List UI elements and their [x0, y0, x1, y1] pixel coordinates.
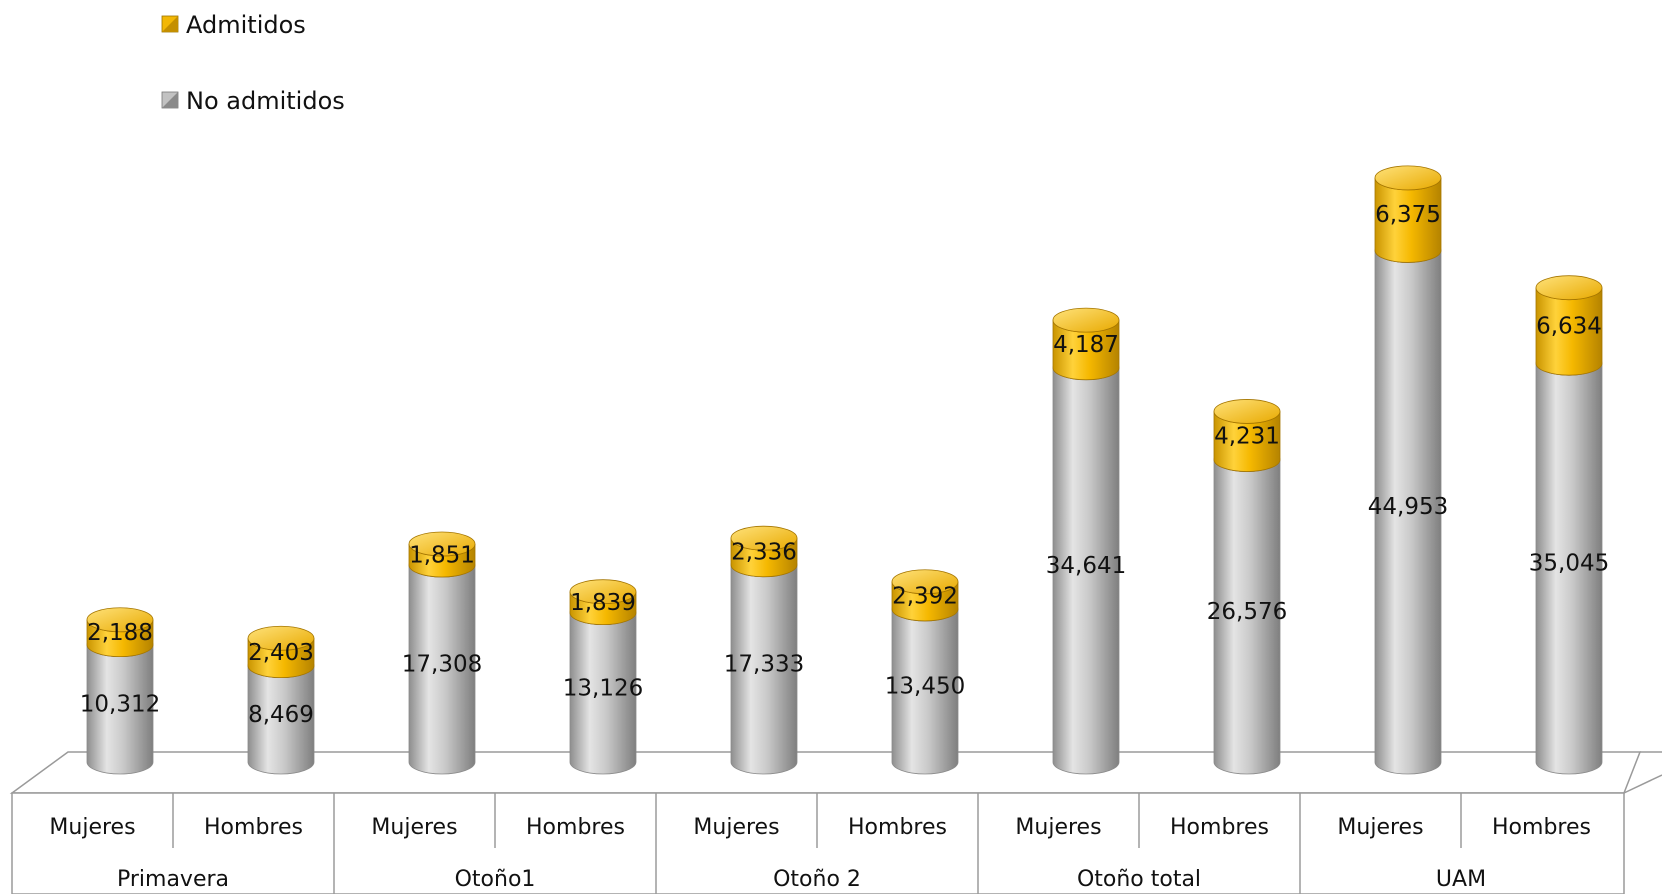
label-no-admitidos-8: 44,953 — [1368, 494, 1448, 520]
bar-admitidos-3-top — [569, 579, 637, 605]
tick-label-5: Hombres — [848, 815, 947, 840]
tick-label-3: Hombres — [526, 815, 625, 840]
bar-admitidos-6 — [1052, 307, 1120, 381]
bar-admitidos-0 — [86, 607, 154, 658]
label-no-admitidos-4: 17,333 — [724, 651, 804, 677]
legend-item-admitidos: Admitidos — [161, 11, 306, 39]
label-admitidos-1: 2,403 — [248, 640, 314, 666]
label-admitidos-7: 4,231 — [1214, 423, 1280, 449]
legend-item-no-admitidos: No admitidos — [161, 87, 345, 115]
label-admitidos-4: 2,336 — [731, 539, 797, 565]
label-admitidos-6: 4,187 — [1053, 332, 1119, 358]
label-admitidos-0: 2,188 — [87, 620, 153, 646]
label-no-admitidos-5: 13,450 — [885, 673, 965, 699]
label-no-admitidos-3: 13,126 — [563, 675, 643, 701]
group-label-4: UAM — [1436, 867, 1486, 892]
tick-label-0: Mujeres — [49, 815, 135, 840]
label-admitidos-5: 2,392 — [892, 583, 958, 609]
legend-swatch-admitidos — [161, 15, 179, 33]
label-no-admitidos-7: 26,576 — [1207, 599, 1287, 625]
label-admitidos-2: 1,851 — [409, 543, 475, 569]
bar-admitidos-4-top — [730, 525, 798, 551]
bar-admitidos-3 — [569, 579, 637, 626]
bar-admitidos-2 — [408, 531, 476, 578]
label-admitidos-9: 6,634 — [1536, 313, 1602, 339]
bar-admitidos-8-top — [1374, 165, 1442, 191]
bar-admitidos-4 — [730, 525, 798, 578]
label-admitidos-8: 6,375 — [1375, 202, 1441, 228]
bar-admitidos-1-top — [247, 625, 315, 651]
bar-admitidos-9-top — [1535, 275, 1603, 301]
tick-label-1: Hombres — [204, 815, 303, 840]
tick-label-4: Mujeres — [693, 815, 779, 840]
category-axis: Mujeres Hombres Mujeres Hombres Mujeres Hombr… — [49, 793, 1591, 894]
group-label-1: Otoño1 — [455, 867, 536, 892]
table-frame — [11, 792, 1625, 894]
bar-admitidos-9 — [1535, 275, 1603, 376]
bar-admitidos-0-top — [86, 607, 154, 633]
label-no-admitidos-0: 10,312 — [80, 691, 160, 717]
bar-admitidos-5-top — [891, 569, 959, 595]
bar-admitidos-5 — [891, 569, 959, 622]
tick-label-2: Mujeres — [371, 815, 457, 840]
label-no-admitidos-2: 17,308 — [402, 652, 482, 678]
tick-label-6: Mujeres — [1015, 815, 1101, 840]
label-admitidos-3: 1,839 — [570, 590, 636, 616]
floor-right-edge-2 — [1623, 774, 1662, 794]
tick-label-7: Hombres — [1170, 815, 1269, 840]
tick-label-9: Hombres — [1492, 815, 1591, 840]
bars-layer: 10,312 2,188 8,469 2,403 17,308 1,851 13,126 1,… — [80, 165, 1609, 775]
legend-label-admitidos: Admitidos — [186, 11, 306, 39]
label-no-admitidos-1: 8,469 — [248, 702, 314, 728]
bar-admitidos-8 — [1374, 165, 1442, 263]
bar-admitidos-2-top — [408, 531, 476, 557]
legend: Admitidos No admitidos — [161, 11, 345, 115]
bar-admitidos-7-top — [1213, 399, 1281, 424]
group-label-3: Otoño total — [1077, 867, 1201, 892]
legend-swatch-no-admitidos — [161, 91, 179, 109]
bar-admitidos-1 — [247, 625, 315, 679]
bar-admitidos-7 — [1213, 399, 1281, 472]
label-no-admitidos-6: 34,641 — [1046, 553, 1126, 579]
bar-admitidos-6-top — [1052, 307, 1120, 333]
tick-label-8: Mujeres — [1337, 815, 1423, 840]
group-label-2: Otoño 2 — [773, 867, 861, 892]
legend-label-no-admitidos: No admitidos — [186, 87, 345, 115]
group-label-0: Primavera — [117, 867, 229, 892]
label-no-admitidos-9: 35,045 — [1529, 551, 1609, 577]
